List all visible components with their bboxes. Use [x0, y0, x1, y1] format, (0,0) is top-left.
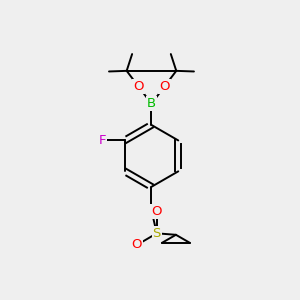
Text: S: S [153, 227, 161, 240]
Text: O: O [159, 80, 169, 93]
Text: F: F [99, 134, 106, 147]
Text: B: B [147, 97, 156, 110]
Text: O: O [131, 238, 142, 251]
Text: O: O [134, 80, 144, 93]
Text: O: O [152, 205, 162, 218]
